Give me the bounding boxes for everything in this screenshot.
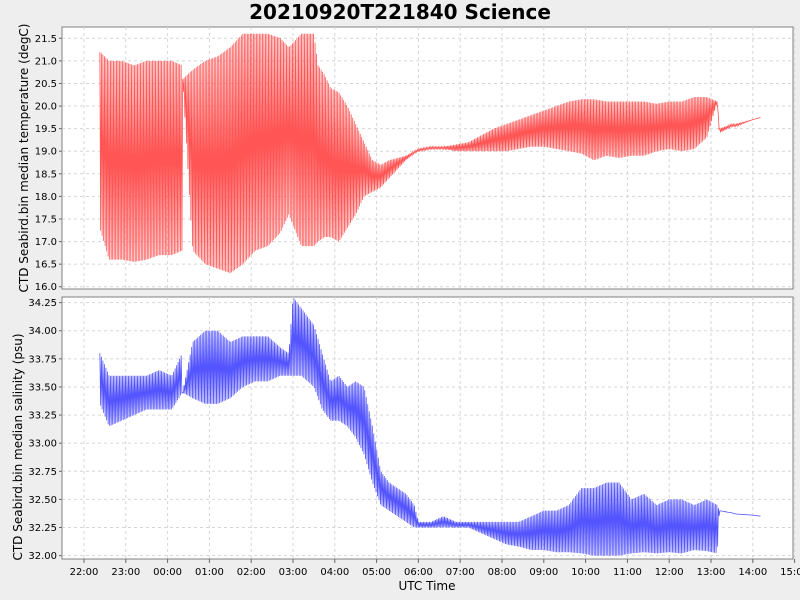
y-tick-label: 33.00 xyxy=(28,439,57,450)
x-axis-label: UTC Time xyxy=(399,579,456,593)
x-axis-ticks: 22:00 23:00 00:00 01:00 02:00 03:00 04:00 05:00… xyxy=(70,559,800,578)
temperature-y-ticks: 16.0 16.5 17.0 17.5 18.0 18.5 19.0 19.5 20.0 20.5… xyxy=(35,34,62,293)
y-tick-label: 33.50 xyxy=(28,382,57,393)
y-tick-label: 33.75 xyxy=(28,354,57,365)
temperature-panel: 16.0 16.5 17.0 17.5 18.0 18.5 19.0 19.5 20.0 20.5… xyxy=(17,24,796,293)
x-tick-label: 01:00 xyxy=(195,567,224,578)
x-tick-label: 00:00 xyxy=(153,567,182,578)
x-tick-label: 12:00 xyxy=(655,567,684,578)
y-tick-label: 34.25 xyxy=(28,298,57,309)
y-tick-label: 20.0 xyxy=(35,102,57,113)
temperature-series xyxy=(99,33,761,274)
y-tick-label: 32.25 xyxy=(28,523,57,534)
salinity-y-axis-label: CTD Seabird.bin median salinity (psu) xyxy=(11,333,25,560)
x-tick-label: 05:00 xyxy=(362,567,391,578)
data-series-line xyxy=(99,298,761,556)
salinity-panel: 32.00 32.25 32.50 32.75 33.00 33.25 33.50 33.75… xyxy=(11,296,796,562)
figure-title: 20210920T221840 Science xyxy=(249,0,551,24)
y-tick-label: 21.5 xyxy=(35,34,57,45)
x-tick-label: 15:00 xyxy=(780,567,800,578)
x-tick-label: 08:00 xyxy=(488,567,517,578)
x-tick-label: 04:00 xyxy=(320,567,349,578)
x-tick-label: 23:00 xyxy=(111,567,140,578)
y-tick-label: 32.00 xyxy=(28,551,57,562)
x-tick-label: 22:00 xyxy=(70,567,99,578)
salinity-y-ticks: 32.00 32.25 32.50 32.75 33.00 33.25 33.50 33.75… xyxy=(28,298,62,562)
x-tick-label: 10:00 xyxy=(571,567,600,578)
y-tick-label: 16.0 xyxy=(35,282,57,293)
temperature-y-axis-label: CTD Seabird.bin median temperature (degC… xyxy=(17,24,31,293)
y-tick-label: 33.25 xyxy=(28,411,57,422)
y-tick-label: 17.0 xyxy=(35,237,57,248)
salinity-gridlines xyxy=(62,297,796,559)
y-tick-label: 32.50 xyxy=(28,495,57,506)
x-tick-label: 13:00 xyxy=(697,567,726,578)
y-tick-label: 32.75 xyxy=(28,467,57,478)
temperature-gridlines xyxy=(62,27,796,289)
temperature-plot-area xyxy=(61,26,794,290)
y-tick-label: 18.0 xyxy=(35,192,57,203)
y-tick-label: 17.5 xyxy=(35,214,57,225)
x-tick-label: 03:00 xyxy=(279,567,308,578)
y-tick-label: 19.5 xyxy=(35,124,57,135)
x-tick-label: 07:00 xyxy=(446,567,475,578)
x-tick-label: 11:00 xyxy=(613,567,642,578)
y-tick-label: 34.00 xyxy=(28,326,57,337)
x-tick-label: 09:00 xyxy=(529,567,558,578)
y-tick-label: 18.5 xyxy=(35,169,57,180)
x-tick-label: 06:00 xyxy=(404,567,433,578)
y-tick-label: 21.0 xyxy=(35,56,57,67)
x-tick-label: 02:00 xyxy=(237,567,266,578)
x-tick-label: 14:00 xyxy=(738,567,767,578)
salinity-series xyxy=(99,298,761,556)
data-series-line xyxy=(99,33,761,274)
y-tick-label: 20.5 xyxy=(35,79,57,90)
y-tick-label: 19.0 xyxy=(35,147,57,158)
y-tick-label: 16.5 xyxy=(35,260,57,271)
